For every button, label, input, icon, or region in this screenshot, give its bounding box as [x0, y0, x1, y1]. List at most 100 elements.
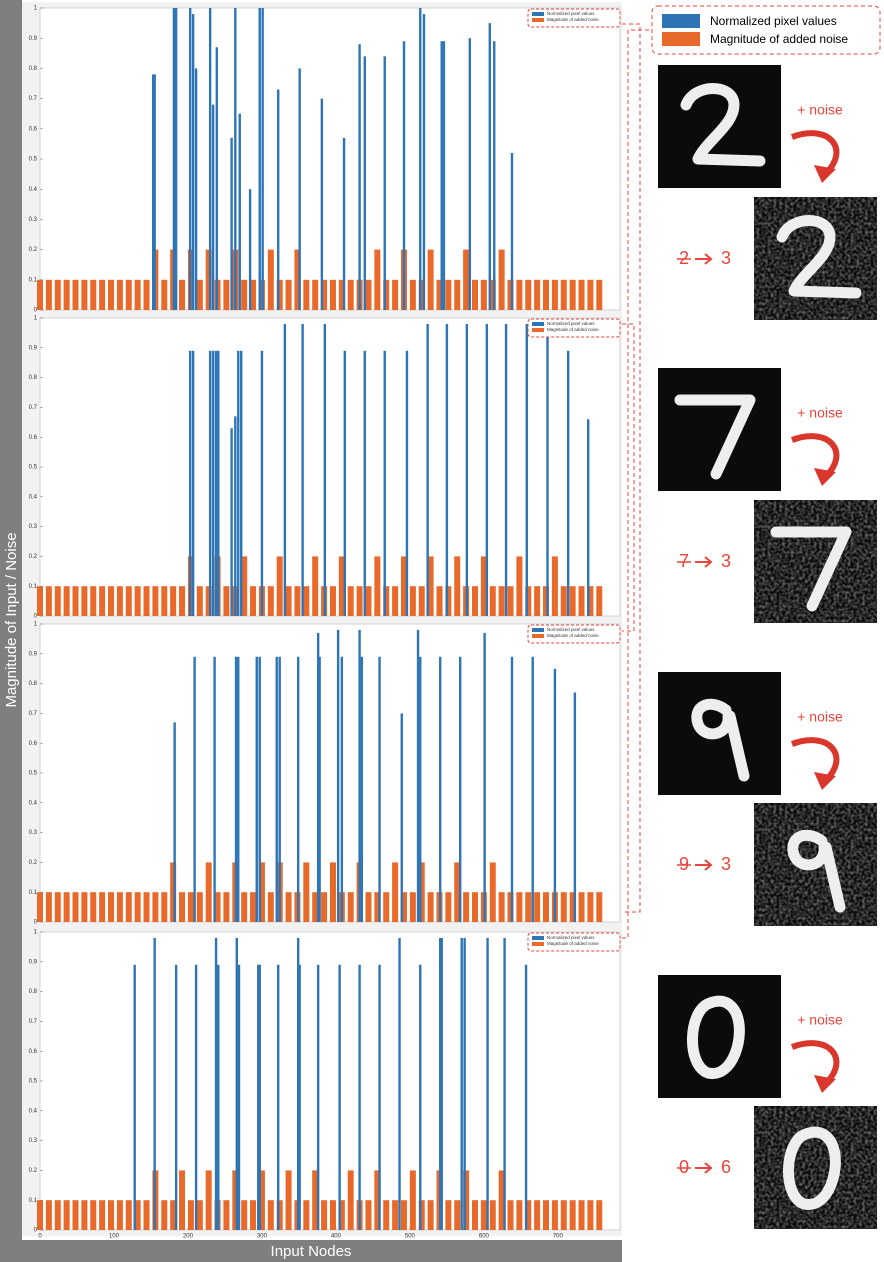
noise-bar	[37, 1200, 43, 1230]
y-tick-label: 0.2	[29, 860, 38, 866]
pixel-bar	[261, 8, 263, 310]
y-tick-label: 0.5	[29, 771, 38, 777]
noise-bar	[90, 1200, 96, 1230]
predicted-label: 3	[721, 854, 731, 874]
noise-bar	[374, 250, 380, 310]
original-label: 9	[679, 854, 689, 874]
pixel-bar	[446, 324, 448, 616]
legend-label: Normalized pixel values	[547, 321, 595, 326]
noise-bar	[46, 1200, 52, 1230]
x-tick-label: 100	[109, 1234, 120, 1240]
y-tick-label: 0.6	[29, 126, 38, 132]
noise-bar	[135, 280, 141, 310]
noise-bar	[268, 1200, 274, 1230]
y-tick-label: 0.8	[29, 66, 38, 72]
noise-bar	[401, 1200, 407, 1230]
pixel-bar	[249, 189, 251, 310]
noise-bar	[472, 586, 478, 616]
noise-bar	[223, 280, 229, 310]
figure: Magnitude of Input / Noise Input Nodes 0…	[0, 0, 884, 1262]
noise-bar	[410, 892, 416, 922]
pixel-bar	[361, 657, 363, 922]
noise-bar	[552, 1200, 558, 1230]
pixel-bar	[240, 351, 242, 616]
legend-label: Normalized pixel values	[547, 11, 595, 16]
y-tick-label: 0.1	[29, 890, 38, 896]
pixel-bar	[277, 965, 279, 1230]
pixel-bar	[256, 657, 258, 922]
noise-bar	[188, 1200, 194, 1230]
noise-bar	[268, 586, 274, 616]
pixel-bar	[216, 47, 218, 310]
legend-swatch	[532, 328, 544, 332]
noise-bar	[357, 586, 363, 616]
noise-bar	[428, 1200, 434, 1230]
noise-bar	[37, 280, 43, 310]
noise-bar	[152, 586, 158, 616]
noise-bar	[81, 280, 87, 310]
digit-image	[658, 65, 781, 188]
y-tick-label: 0.8	[29, 989, 38, 995]
x-tick-label: 400	[331, 1234, 342, 1240]
noise-bar	[472, 280, 478, 310]
noise-bar	[81, 586, 87, 616]
noise-bar	[144, 280, 150, 310]
pixel-bar	[284, 324, 286, 616]
noise-bar	[428, 892, 434, 922]
noise-bar	[330, 862, 336, 922]
charts: 00.10.20.30.40.50.60.70.80.91Normalized …	[22, 2, 622, 1240]
noise-label: + noise	[797, 1012, 843, 1028]
digit-image	[754, 1106, 877, 1229]
legend-swatch	[532, 936, 544, 940]
noise-bar	[161, 280, 167, 310]
noise-bar	[73, 280, 79, 310]
noise-bar	[241, 892, 247, 922]
noise-bar	[587, 892, 593, 922]
noise-bar	[596, 1200, 602, 1230]
noise-bar	[561, 586, 567, 616]
y-tick-label: 0.5	[29, 1079, 38, 1085]
pixel-bar	[192, 351, 194, 616]
pixel-bar	[215, 938, 217, 1230]
noise-bar	[454, 556, 460, 616]
pixel-bar	[358, 44, 360, 310]
pixel-bar	[236, 938, 238, 1230]
noise-bar	[534, 586, 540, 616]
noise-bar	[303, 586, 309, 616]
pixel-bar	[406, 351, 408, 616]
noise-bar	[579, 1200, 585, 1230]
noise-bar	[223, 892, 229, 922]
pixel-bar	[209, 8, 211, 310]
pixel-bar	[301, 324, 303, 616]
noise-bar	[90, 892, 96, 922]
noise-bar	[330, 586, 336, 616]
pixel-bar	[195, 965, 197, 1230]
noise-bar	[108, 1200, 114, 1230]
pixel-bar	[505, 324, 507, 616]
pixel-bar	[463, 938, 465, 1230]
predicted-label: 6	[721, 1157, 731, 1177]
noise-bar	[117, 586, 123, 616]
pixel-bar	[261, 351, 263, 616]
plot-area	[40, 932, 620, 1230]
noise-bar	[64, 892, 70, 922]
pixel-bar	[318, 657, 320, 922]
y-tick-label: 0.1	[29, 1198, 38, 1204]
noise-bar	[223, 586, 229, 616]
pixel-bar	[153, 74, 155, 310]
noise-bar	[241, 280, 247, 310]
connector	[622, 24, 640, 912]
y-tick-label: 0.8	[29, 375, 38, 381]
noise-bar	[579, 586, 585, 616]
noise-bar	[463, 892, 469, 922]
noise-bar	[64, 586, 70, 616]
pixel-bar	[587, 419, 589, 616]
noise-bar	[250, 586, 256, 616]
y-tick-label: 0.3	[29, 524, 38, 530]
noise-bar	[499, 250, 505, 310]
pixel-bar	[259, 965, 261, 1230]
noise-bar	[108, 892, 114, 922]
pixel-bar	[278, 657, 280, 922]
pixel-bar	[341, 657, 343, 922]
noise-bar	[117, 892, 123, 922]
